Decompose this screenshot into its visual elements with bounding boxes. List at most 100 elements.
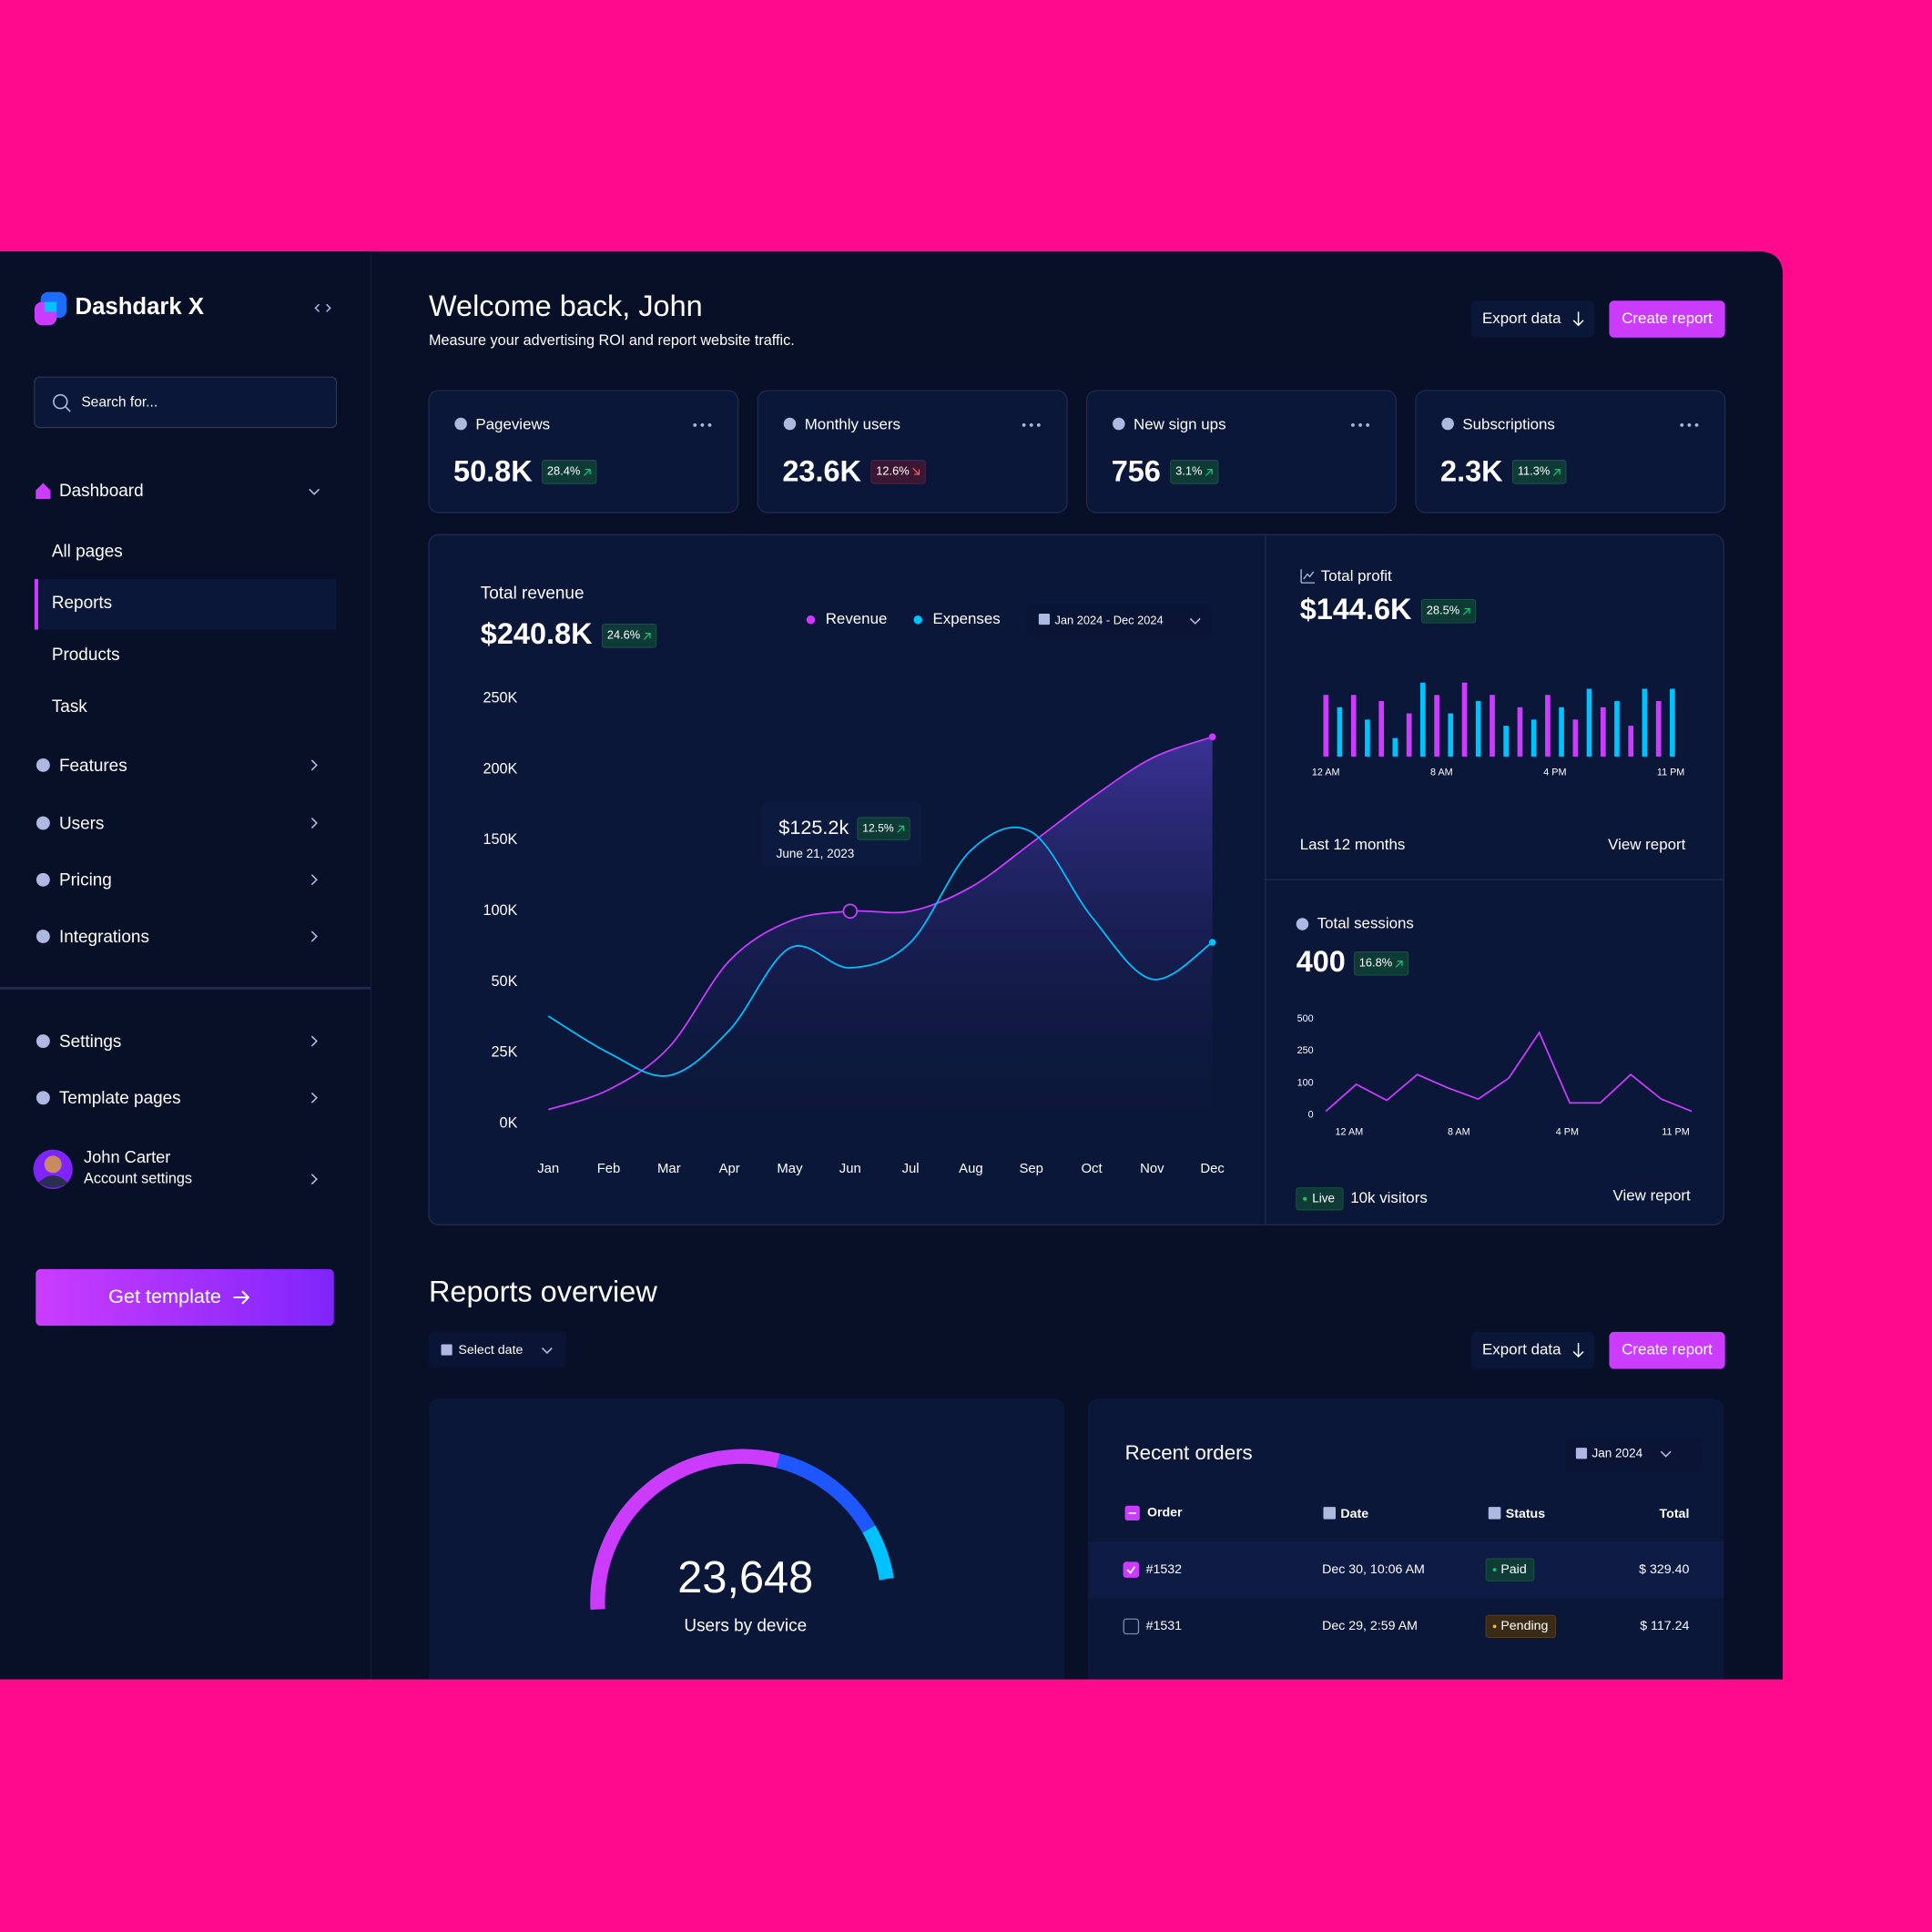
bar [1600,707,1606,757]
calendar-icon [441,1344,452,1356]
column-header: Date [1340,1507,1368,1521]
chevron [310,818,318,829]
more-dot [1022,422,1026,427]
more-dot[interactable] [1029,422,1033,427]
nav-subitem[interactable]: Reports [52,594,112,613]
stat-icon [454,417,467,431]
change-text: 28.5% [1427,604,1459,617]
view-report-link[interactable]: View report [1613,1187,1692,1205]
trend-arrow [1552,469,1561,476]
series-line [547,736,1213,1111]
nav-item[interactable]: Features [59,757,127,776]
nav-subitem[interactable]: Task [52,697,87,717]
nav-item[interactable]: Settings [59,1032,121,1052]
stat-label: Pageviews [475,415,550,432]
nav-item[interactable]: Users [59,814,104,833]
x-tick-label: 8 AM [1430,767,1453,778]
bar [1490,695,1495,757]
stat-label: Monthly users [805,415,900,432]
bar [1365,719,1370,757]
y-tick-label: 0 [1308,1110,1314,1121]
nav-subitem[interactable]: All pages [52,542,123,561]
end-point [1208,939,1216,946]
bar [1545,695,1551,757]
nav-item[interactable]: Pricing [59,871,112,890]
x-tick-label: Aug [959,1162,982,1176]
user-name[interactable]: John Carter [84,1147,170,1166]
nav-item[interactable]: Integrations [59,928,149,947]
chart-title: Total profit [1321,567,1392,585]
trend-arrow [1462,607,1470,615]
create-label[interactable]: Create report [1622,1341,1713,1358]
cta-label[interactable]: Get template [108,1285,221,1307]
create-label[interactable]: Create report [1622,310,1713,327]
order-total: $ 117.24 [1640,1619,1689,1633]
bar [1337,707,1343,757]
export-button[interactable] [1470,1331,1595,1369]
chevron [310,1035,318,1047]
x-tick-label: Sep [1019,1162,1042,1176]
date-range-picker[interactable] [1026,604,1212,637]
live-badge [1296,1187,1344,1211]
nav-icon [36,930,50,943]
row-checkbox[interactable] [1123,1618,1140,1635]
export-label[interactable]: Export data [1482,1341,1561,1358]
more-dot [707,422,712,427]
y-tick-label: 25K [492,1044,518,1061]
x-tick-label: Jan [537,1162,559,1176]
stat-card [1085,390,1397,514]
change-badge [542,460,597,484]
y-tick-label: 50K [492,973,518,990]
gauge-segment [776,1453,876,1533]
order-id: #1532 [1146,1562,1183,1577]
date-range-label[interactable]: Jan 2024 - Dec 2024 [1054,613,1163,626]
sessions-icon [1296,918,1309,930]
create-button[interactable] [1609,300,1725,338]
create-button[interactable] [1609,1331,1725,1369]
export-button[interactable] [1470,300,1595,338]
select-date-label[interactable]: Select date [458,1343,523,1357]
bar [1517,707,1523,757]
bar [1559,707,1564,757]
view-report-link[interactable]: View report [1608,836,1686,853]
more-dot [693,422,697,427]
chevron [310,1092,318,1103]
bar [1392,737,1398,757]
status-badge [1485,1614,1556,1638]
bar [1434,695,1439,757]
x-tick-label: 4 PM [1556,1127,1579,1138]
y-tick-label: 200K [483,760,518,777]
nav-item[interactable]: Template pages [59,1089,181,1108]
live-dot [1303,1196,1307,1201]
more-dot[interactable] [700,422,705,427]
cta-button[interactable] [36,1268,334,1327]
period-label[interactable]: Jan 2024 [1591,1446,1642,1459]
more-dot[interactable] [1358,422,1362,427]
cta-arrow [233,1290,250,1305]
search-box[interactable] [34,376,337,429]
chevron [1189,617,1201,625]
y-tick-label: 150K [483,831,518,848]
nav-item[interactable]: Dashboard [59,482,144,501]
bar [1628,726,1634,757]
more-dot[interactable] [1687,422,1692,427]
chevron [310,874,318,886]
collapse-toggle[interactable] [314,303,331,312]
legend-dot [913,615,922,625]
orders-title: Recent orders [1125,1441,1253,1464]
chart-total: $144.6K [1300,593,1412,625]
chevron [541,1347,553,1355]
order-date: Dec 29, 2:59 AM [1322,1619,1418,1633]
x-tick-label: Feb [597,1162,621,1176]
visitors-label: 10k visitors [1350,1189,1428,1206]
search-placeholder[interactable]: Search for... [81,395,158,411]
select-date[interactable] [428,1331,567,1368]
export-label[interactable]: Export data [1482,310,1561,327]
change-badge [1420,598,1477,624]
x-tick-label: Mar [657,1162,681,1176]
period-picker[interactable] [1566,1436,1702,1471]
x-tick-label: Dec [1200,1162,1225,1176]
nav-subitem[interactable]: Products [52,646,120,665]
row-checkbox[interactable] [1123,1561,1140,1578]
change-badge [1353,951,1409,976]
